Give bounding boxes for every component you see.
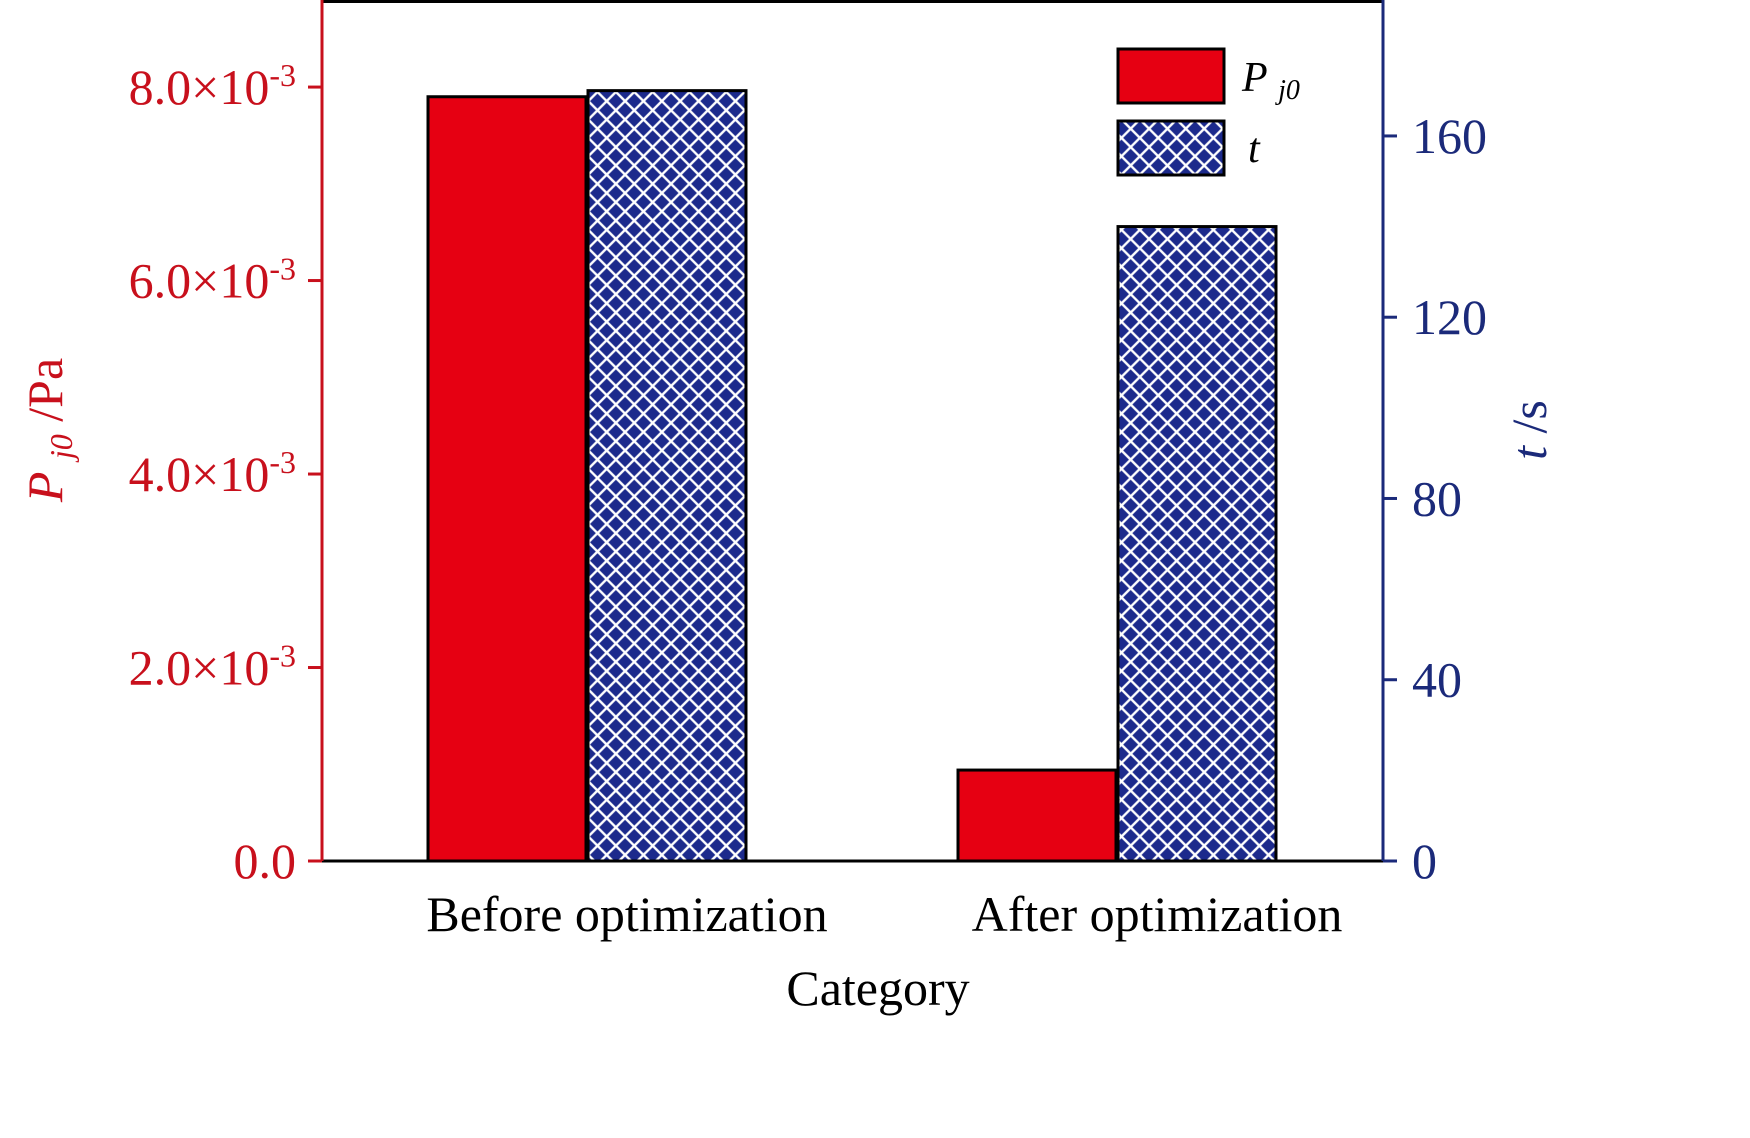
right-tick-label-4: 160 (1412, 108, 1487, 164)
left-y-label-unit: /Pa (17, 358, 73, 422)
legend-swatch-t (1116, 119, 1226, 177)
x-axis-category-labels: Before optimization After optimization (426, 886, 1342, 942)
left-y-axis-ticks: 0.0 2.0×10-3 4.0×10-3 6.0×10-3 8.0×10-3 (129, 57, 322, 889)
left-tick-label-1: 2.0×10-3 (129, 638, 296, 696)
right-tick-label-3: 120 (1412, 289, 1487, 345)
legend-pj0-symbol: P (1241, 55, 1268, 101)
bar-t-before (586, 89, 748, 863)
bars-layer (426, 89, 1278, 863)
bar-pj0-before (426, 95, 588, 863)
right-y-axis-ticks: 0 40 80 120 160 (1383, 108, 1487, 889)
bar-pj0-after (956, 768, 1118, 863)
legend: P j0 t (1116, 47, 1300, 177)
legend-label-t: t (1248, 126, 1261, 172)
x-axis-label: Category (786, 960, 969, 1016)
right-y-label-symbol: t (1501, 445, 1557, 460)
left-tick-label-0: 0.0 (234, 833, 297, 889)
left-y-label-subscript: j0 (43, 434, 79, 463)
left-y-axis-label: P j0 /Pa (17, 358, 83, 503)
left-tick-label-4: 8.0×10-3 (129, 57, 296, 115)
legend-label-pj0: P j0 (1241, 55, 1300, 106)
left-tick-label-2: 4.0×10-3 (129, 444, 296, 502)
legend-swatch-pj0 (1116, 47, 1226, 105)
left-y-label-symbol: P (17, 472, 73, 504)
x-tick-label-before-optimization: Before optimization (426, 886, 827, 942)
legend-pj0-subscript: j0 (1275, 75, 1300, 106)
right-y-label-unit: /s (1501, 400, 1557, 433)
x-tick-label-after-optimization: After optimization (972, 886, 1343, 942)
right-tick-label-2: 80 (1412, 470, 1462, 526)
bar-t-after (1116, 225, 1278, 863)
right-tick-label-0: 0 (1412, 833, 1437, 889)
right-tick-label-1: 40 (1412, 652, 1462, 708)
left-tick-label-3: 6.0×10-3 (129, 251, 296, 309)
right-y-axis-label: t /s (1501, 400, 1557, 460)
